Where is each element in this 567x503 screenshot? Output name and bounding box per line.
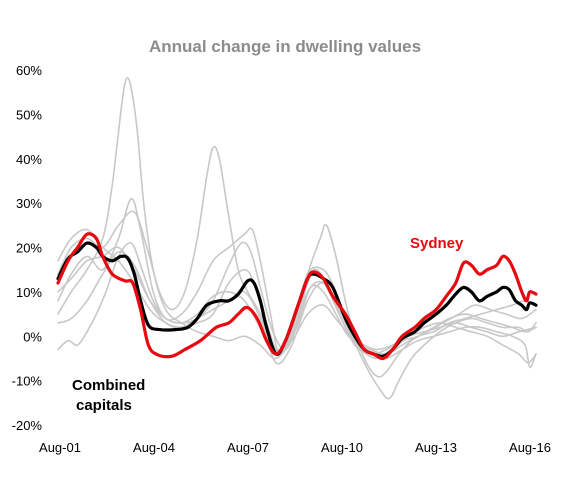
y-tick-label: 50% xyxy=(16,107,42,122)
series-line-sydney xyxy=(56,232,538,361)
y-tick-label: -20% xyxy=(12,418,43,433)
y-tick-label: 0% xyxy=(23,329,42,344)
x-tick-label: Aug-07 xyxy=(227,440,269,455)
series-line-city-4 xyxy=(57,228,537,400)
y-tick-label: 30% xyxy=(16,196,42,211)
x-axis-tick-labels: Aug-01 Aug-04 Aug-07 Aug-10 Aug-13 Aug-16 xyxy=(39,440,551,455)
y-tick-label: -10% xyxy=(12,374,43,389)
y-tick-label: 40% xyxy=(16,152,42,167)
series-lines xyxy=(56,76,538,400)
y-axis-tick-labels: -20% -10% 0% 10% 20% 30% 40% 50% 60% xyxy=(12,63,43,433)
x-tick-label: Aug-10 xyxy=(321,440,363,455)
series-line-city-3 xyxy=(57,197,537,378)
annotation-sydney: Sydney xyxy=(410,235,464,252)
x-tick-label: Aug-13 xyxy=(415,440,457,455)
x-tick-label: Aug-04 xyxy=(133,440,175,455)
y-tick-label: 60% xyxy=(16,63,42,78)
series-line-combined-capitals xyxy=(56,241,538,358)
series-line-city-6 xyxy=(57,250,537,365)
annotation-combined-capitals-line2: capitals xyxy=(76,397,132,414)
series-line-city-1 xyxy=(57,76,537,364)
x-tick-label: Aug-16 xyxy=(509,440,551,455)
y-tick-label: 20% xyxy=(16,241,42,256)
y-tick-label: 10% xyxy=(16,285,42,300)
chart-title: Annual change in dwelling values xyxy=(149,37,421,56)
annotation-combined-capitals-line1: Combined xyxy=(72,377,145,394)
x-tick-label: Aug-01 xyxy=(39,440,81,455)
series-line-city-5 xyxy=(57,246,537,369)
